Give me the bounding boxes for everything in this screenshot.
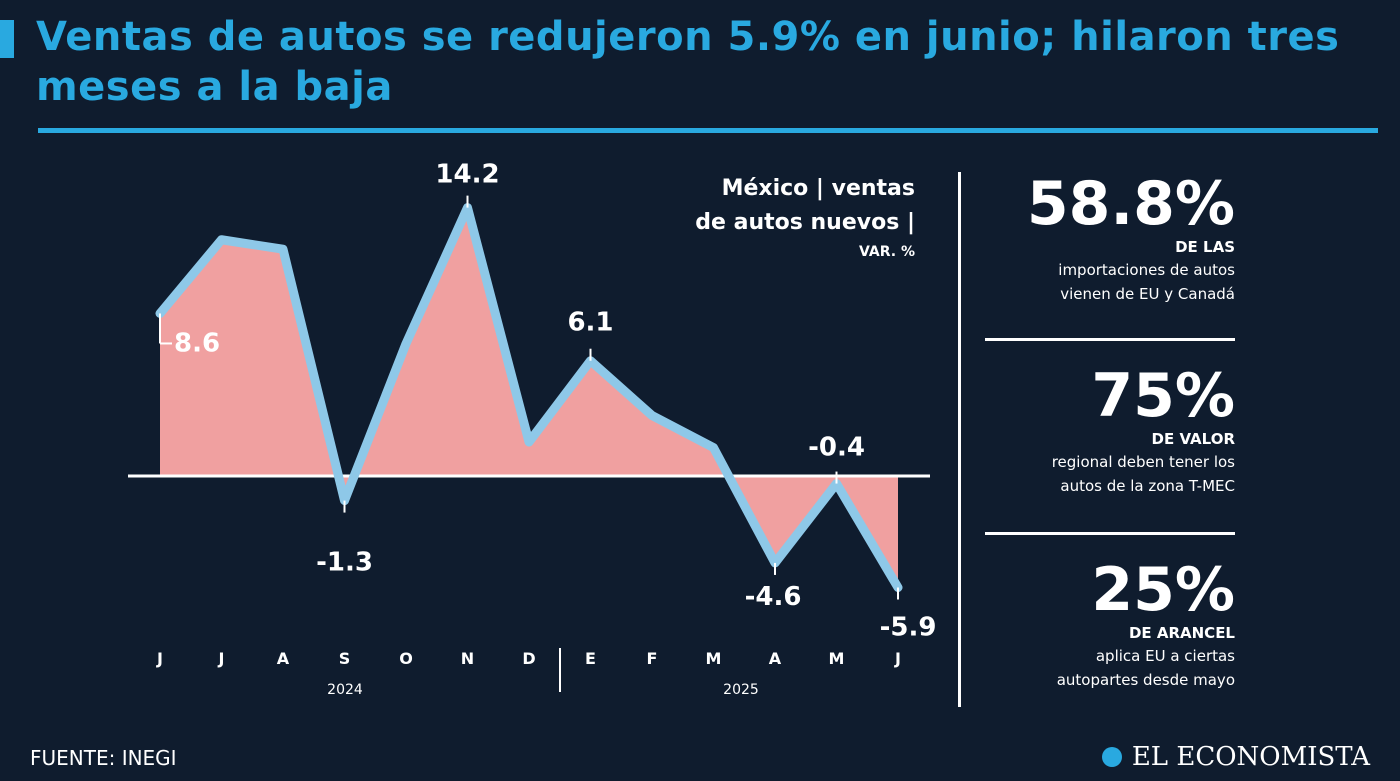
stat-desc-line-2: autos de la zona T-MEC	[1060, 477, 1235, 495]
year-label: 2024	[327, 682, 363, 698]
x-tick-label: A	[277, 649, 290, 668]
stat-tariff: 25% DE ARANCEL aplica EU a ciertas autop…	[985, 558, 1235, 692]
stat-value: 75%	[1091, 361, 1235, 431]
stat-divider	[985, 338, 1235, 341]
stat-imports: 58.8% DE LAS importaciones de autos vien…	[985, 172, 1235, 306]
stat-desc-line-1: importaciones de autos	[1058, 261, 1235, 279]
year-label: 2025	[723, 682, 759, 698]
stat-value: 58.8%	[1026, 169, 1235, 239]
stat-value: 25%	[1091, 555, 1235, 625]
negative-area	[728, 476, 898, 588]
x-tick-label: A	[769, 649, 782, 668]
data-label: -1.3	[316, 548, 373, 578]
x-tick-label: F	[647, 649, 658, 668]
stat-regional-value: 75% DE VALOR regional deben tener los au…	[985, 364, 1235, 498]
x-tick-label: S	[339, 649, 351, 668]
stat-desc-line-2: autopartes desde mayo	[1056, 671, 1235, 689]
data-label: 14.2	[435, 160, 499, 190]
sales-area-chart: 8.6 -1.3 14.2 6.1 -4.6 -0.4 -5.9 J J A S O N D E F M A M J 2…	[128, 160, 937, 698]
subtitle-line-2: de autos nuevos |	[695, 210, 915, 235]
x-tick-label: M	[706, 649, 722, 668]
stat-divider	[985, 532, 1235, 535]
stat-head: DE ARANCEL	[1128, 624, 1235, 642]
stat-head: DE LAS	[1175, 238, 1235, 256]
x-tick-label: D	[522, 649, 535, 668]
stat-head: DE VALOR	[1151, 430, 1235, 448]
data-label: -4.6	[745, 582, 802, 612]
source-note: FUENTE: INEGI	[30, 746, 177, 770]
title-accent-bar	[0, 20, 14, 58]
data-label: 6.1	[567, 308, 613, 338]
x-tick-label: O	[399, 649, 413, 668]
x-tick-label: J	[156, 649, 163, 668]
subtitle-unit: VAR. %	[859, 244, 915, 260]
panel-divider	[958, 172, 961, 707]
stat-desc-line-1: aplica EU a ciertas	[1095, 647, 1235, 665]
negative-area	[354, 207, 729, 476]
brand-name: EL ECONOMISTA	[1131, 742, 1370, 772]
chart-subtitle: México | ventas de autos nuevos | VAR. %	[640, 172, 915, 264]
x-tick-label: J	[218, 649, 225, 668]
stat-desc-line-2: vienen de EU y Canadá	[1060, 285, 1235, 303]
data-label: -5.9	[880, 613, 937, 643]
stat-desc-line-1: regional deben tener los	[1051, 453, 1235, 471]
page-title: Ventas de autos se redujeron 5.9% en jun…	[36, 14, 1340, 110]
brand-logo: EL ECONOMISTA	[1101, 742, 1370, 772]
title-divider	[38, 128, 1378, 133]
subtitle-line-1: México | ventas	[721, 176, 915, 201]
x-tick-label: N	[461, 649, 474, 668]
data-label: -0.4	[808, 433, 865, 463]
data-label: 8.6	[174, 328, 220, 358]
brand-icon	[1101, 747, 1122, 767]
x-tick-label: M	[829, 649, 845, 668]
x-tick-label: E	[585, 649, 596, 668]
x-tick-label: J	[894, 649, 901, 668]
